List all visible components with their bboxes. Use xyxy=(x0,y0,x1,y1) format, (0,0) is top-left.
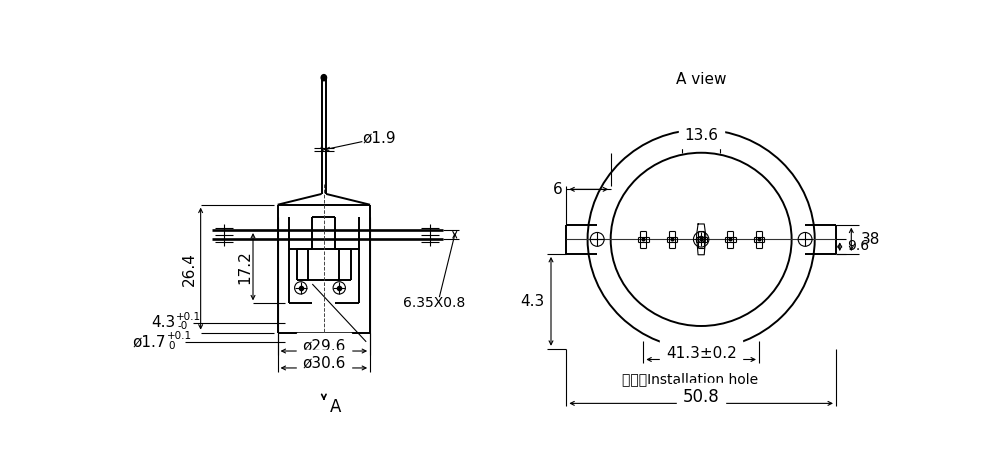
Ellipse shape xyxy=(321,74,327,81)
Text: 9.6: 9.6 xyxy=(847,239,870,253)
Text: ø1.7: ø1.7 xyxy=(132,334,166,349)
Text: 17.2: 17.2 xyxy=(238,250,253,283)
Text: ø29.6: ø29.6 xyxy=(302,339,346,354)
Text: 38: 38 xyxy=(861,232,880,247)
Text: 6.35X0.8: 6.35X0.8 xyxy=(403,296,465,310)
Text: 4.3: 4.3 xyxy=(521,294,545,309)
Text: A: A xyxy=(330,398,341,416)
Text: ø1.9: ø1.9 xyxy=(362,130,396,145)
Text: 安装孔Installation hole: 安装孔Installation hole xyxy=(622,372,758,386)
Text: 26.4: 26.4 xyxy=(182,252,197,285)
Text: 50.8: 50.8 xyxy=(683,388,720,406)
Text: 6: 6 xyxy=(553,182,563,197)
Text: 13.6: 13.6 xyxy=(684,128,718,143)
Text: 0: 0 xyxy=(168,341,175,351)
Text: +0.1: +0.1 xyxy=(167,331,192,341)
Text: 41.3±0.2: 41.3±0.2 xyxy=(666,346,737,361)
Text: ø30.6: ø30.6 xyxy=(302,356,346,371)
Text: 4.3: 4.3 xyxy=(151,315,175,330)
Text: +0.1: +0.1 xyxy=(176,312,201,322)
Text: A view: A view xyxy=(676,73,726,88)
Text: -0: -0 xyxy=(178,321,188,331)
